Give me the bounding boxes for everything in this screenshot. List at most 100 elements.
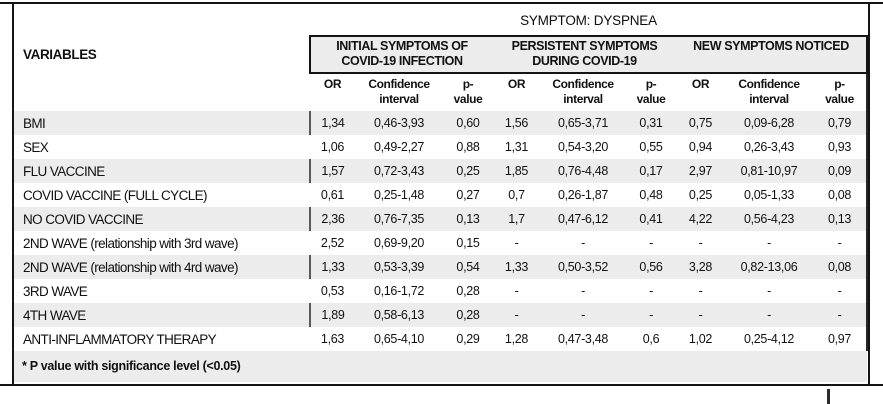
new_noticed-or-value: 3,28 (676, 255, 725, 279)
persistent-or-value: 0,7 (508, 188, 525, 202)
new_noticed-or-value: - (676, 303, 725, 327)
variable-name: ANTI-INFLAMMATORY THERAPY (23, 331, 217, 347)
persistent-or-value: 1,85 (493, 159, 540, 183)
table-row: SEX 1,06 0,49-2,27 0,88 1,31 0,54-3,20 0… (14, 135, 869, 159)
initial-p-value: 0,88 (456, 140, 480, 154)
initial-p-value: 0,27 (456, 188, 480, 202)
variable-name: 2ND WAVE (relationship with 4rd wave) (14, 255, 310, 279)
new_noticed-or-value: 4,22 (676, 207, 725, 231)
persistent-or-value: 1,31 (504, 140, 529, 154)
initial-or-value: 1,06 (320, 140, 345, 154)
sub-header-spacer (14, 73, 310, 111)
initial-or-value: 1,33 (309, 255, 355, 279)
new_noticed-or-value: 0,94 (688, 140, 713, 154)
initial-ci-value: 0,65-4,10 (373, 332, 425, 346)
col-header-line: value (825, 92, 854, 106)
persistent-ci-value: 0,54-3,20 (557, 140, 609, 154)
col-header-line: interval (563, 92, 603, 106)
initial-ci-value: 0,46-3,93 (355, 111, 443, 135)
initial-or-value: 1,34 (309, 111, 355, 135)
new_noticed-or-value: 1,02 (688, 332, 713, 346)
title-row-spacer (14, 4, 310, 36)
persistent-p-value: 0,56 (626, 255, 676, 279)
significance-footnote: * P value with significance level (<0.05… (14, 351, 868, 382)
persistent-p-value: 0,17 (626, 159, 676, 183)
col-header-line: value (636, 92, 666, 106)
col-header-confidence-interval: Confidence interval (725, 73, 813, 111)
initial-or-value: 1,57 (309, 159, 355, 183)
persistent-or-value: - (514, 236, 519, 250)
variable-name: 4TH WAVE (14, 303, 310, 327)
new_noticed-p-value: 0,97 (813, 327, 869, 351)
new_noticed-or-value: - (698, 236, 703, 250)
table-row: BMI 1,34 0,46-3,93 0,60 1,56 0,65-3,71 0… (14, 111, 869, 135)
persistent-p-value: 0,55 (639, 140, 663, 154)
new_noticed-ci-value: 0,82-13,06 (725, 255, 813, 279)
col-header-p-value: p- value (443, 73, 493, 111)
col-header-or: OR (507, 77, 526, 91)
variable-name: FLU VACCINE (14, 159, 310, 183)
table-row: NO COVID VACCINE 2,36 0,76-7,35 0,13 1,7… (14, 207, 869, 231)
persistent-ci-value: 0,76-4,48 (540, 159, 626, 183)
new_noticed-p-value: - (813, 303, 869, 327)
new_noticed-or-value: 0,75 (676, 111, 725, 135)
new_noticed-ci-value: - (725, 303, 813, 327)
col-header-or: OR (323, 77, 342, 91)
group-header-line: PERSISTENT SYMPTOMS (511, 39, 658, 53)
persistent-or-value: - (514, 284, 519, 298)
col-header-line: p- (462, 77, 474, 91)
initial-p-value: 0,54 (443, 255, 493, 279)
new_noticed-ci-value: 0,09-6,28 (725, 111, 813, 135)
new_noticed-ci-value: 0,25-4,12 (743, 332, 795, 346)
new_noticed-p-value: 0,13 (813, 207, 869, 231)
new_noticed-ci-value: 0,26-3,43 (743, 140, 795, 154)
group-header-initial-symptoms: INITIAL SYMPTOMS OF COVID-19 INFECTION (309, 35, 493, 74)
new_noticed-ci-value: - (767, 284, 771, 298)
table-row: 2ND WAVE (relationship with 3rd wave) 2,… (14, 231, 869, 255)
initial-or-value: 1,63 (320, 332, 345, 346)
group-header-row: VARIABLES INITIAL SYMPTOMS OF COVID-19 I… (14, 35, 869, 74)
text-cursor-mark (827, 389, 830, 404)
initial-p-value: 0,13 (443, 207, 493, 231)
persistent-p-value: - (626, 303, 676, 327)
col-header-or: OR (691, 77, 710, 91)
table-row: ANTI-INFLAMMATORY THERAPY 1,63 0,65-4,10… (14, 327, 869, 351)
initial-or-value: 1,89 (309, 303, 355, 327)
persistent-ci-value: 0,65-3,71 (540, 111, 626, 135)
persistent-ci-value: - (581, 236, 585, 250)
variable-name: BMI (14, 111, 310, 135)
new_noticed-ci-value: 0,05-1,33 (743, 188, 795, 202)
col-header-line: Confidence (368, 77, 430, 91)
col-header-line: value (453, 92, 483, 106)
group-header-line: INITIAL SYMPTOMS OF (336, 39, 468, 53)
col-header-confidence-interval: Confidence interval (540, 73, 626, 111)
initial-ci-value: 0,76-7,35 (355, 207, 443, 231)
persistent-ci-value: 0,50-3,52 (540, 255, 626, 279)
table-row: COVID VACCINE (FULL CYCLE) 0,61 0,25-1,4… (14, 183, 869, 207)
initial-or-value: 2,36 (309, 207, 355, 231)
initial-p-value: 0,28 (443, 303, 493, 327)
sub-header-row: OR Confidence interval p- value OR Confi… (14, 73, 869, 111)
group-header-persistent-symptoms: PERSISTENT SYMPTOMS DURING COVID-19 (493, 35, 676, 74)
table-bottom-rule (0, 384, 883, 386)
variable-name: NO COVID VACCINE (14, 207, 310, 231)
col-header-line: p- (645, 77, 657, 91)
persistent-p-value: - (649, 284, 653, 298)
table-row: 3RD WAVE 0,53 0,16-1,72 0,28 - - - - - - (14, 279, 869, 303)
col-header-line: p- (834, 77, 845, 91)
footnote-row: * P value with significance level (<0.05… (14, 351, 868, 382)
table-row: 4TH WAVE 1,89 0,58-6,13 0,28 - - - - - - (14, 303, 869, 327)
group-header-new-symptoms: NEW SYMPTOMS NOTICED (676, 35, 869, 74)
initial-p-value: 0,60 (443, 111, 493, 135)
results-table: SYMPTOM: DYSPNEA VARIABLES INITIAL SYMPT… (14, 4, 869, 382)
variable-name: COVID VACCINE (FULL CYCLE) (23, 187, 208, 203)
persistent-or-value: 1,28 (504, 332, 529, 346)
new_noticed-ci-value: 0,56-4,23 (725, 207, 813, 231)
table-left-border (12, 2, 14, 386)
variable-name: 3RD WAVE (23, 283, 88, 299)
new_noticed-ci-value: 0,81-10,97 (725, 159, 813, 183)
initial-p-value: 0,25 (443, 159, 493, 183)
table-right-border (868, 2, 870, 386)
new_noticed-ci-value: - (767, 236, 771, 250)
persistent-or-value: - (493, 303, 540, 327)
